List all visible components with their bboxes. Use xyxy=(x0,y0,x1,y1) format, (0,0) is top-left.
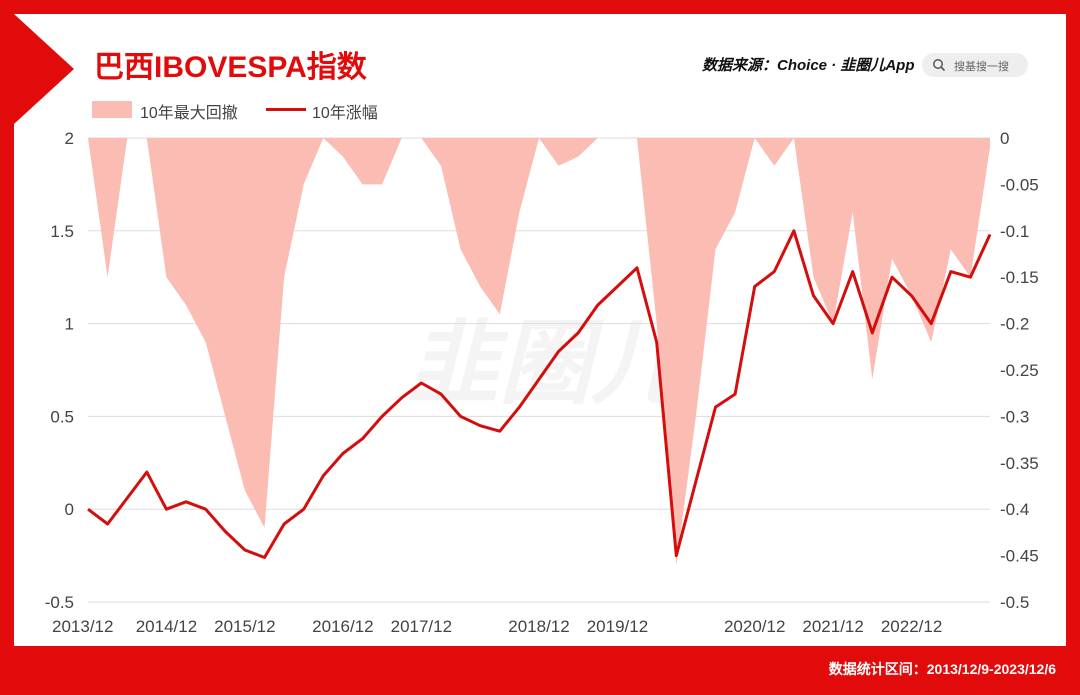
x-tick-label: 2018/12 xyxy=(508,617,569,636)
y-right-tick-label: -0.3 xyxy=(1000,407,1029,426)
y-left-tick-label: 1 xyxy=(65,315,74,334)
y-right-tick-label: -0.4 xyxy=(1000,500,1029,519)
title-accent xyxy=(14,14,74,124)
legend-label-drawdown: 10年最大回撤 xyxy=(140,105,238,122)
data-source: 数据来源：Choice · 韭圈儿App xyxy=(702,57,915,74)
y-right-tick-label: 0 xyxy=(1000,129,1009,148)
y-right-tick-label: -0.05 xyxy=(1000,175,1039,194)
x-tick-label: 2019/12 xyxy=(587,617,648,636)
y-right-tick-label: -0.5 xyxy=(1000,593,1029,612)
date-range: 数据统计区间：2013/12/9-2023/12/6 xyxy=(828,661,1056,677)
y-left-tick-label: 0.5 xyxy=(50,407,74,426)
series-gain-line xyxy=(87,229,992,559)
y-left-tick-label: 1.5 xyxy=(50,222,74,241)
x-tick-label: 2013/12 xyxy=(52,617,113,636)
y-right-tick-label: -0.15 xyxy=(1000,268,1039,287)
y-right-tick-label: -0.45 xyxy=(1000,547,1039,566)
x-tick-label: 2016/12 xyxy=(312,617,373,636)
x-tick-label: 2015/12 xyxy=(214,617,275,636)
legend-swatch-gain xyxy=(266,108,306,111)
y-left-tick-label: -0.5 xyxy=(45,593,74,612)
legend-swatch-drawdown xyxy=(92,101,132,118)
y-right-tick-label: -0.35 xyxy=(1000,454,1039,473)
y-right-tick-label: -0.2 xyxy=(1000,315,1029,334)
x-tick-label: 2022/12 xyxy=(881,617,942,636)
search-icon xyxy=(933,59,946,72)
x-tick-label: 2017/12 xyxy=(391,617,452,636)
search-box[interactable]: 搜基搜一搜 xyxy=(922,53,1028,77)
x-tick-label: 2014/12 xyxy=(136,617,197,636)
y-right-tick-label: -0.25 xyxy=(1000,361,1039,380)
x-tick-label: 2020/12 xyxy=(724,617,785,636)
y-left-tick-label: 2 xyxy=(65,129,74,148)
watermark-logo: 韭圈儿 xyxy=(407,310,686,417)
y-left-tick-label: 0 xyxy=(65,500,74,519)
chart-card xyxy=(14,14,1066,646)
x-tick-label: 2021/12 xyxy=(802,617,863,636)
y-right-tick-label: -0.1 xyxy=(1000,222,1029,241)
legend-label-gain: 10年涨幅 xyxy=(312,105,378,122)
chart-title: 巴西IBOVESPA指数 xyxy=(94,51,367,84)
series-drawdown-area xyxy=(88,138,990,565)
search-placeholder: 搜基搜一搜 xyxy=(954,61,1009,73)
